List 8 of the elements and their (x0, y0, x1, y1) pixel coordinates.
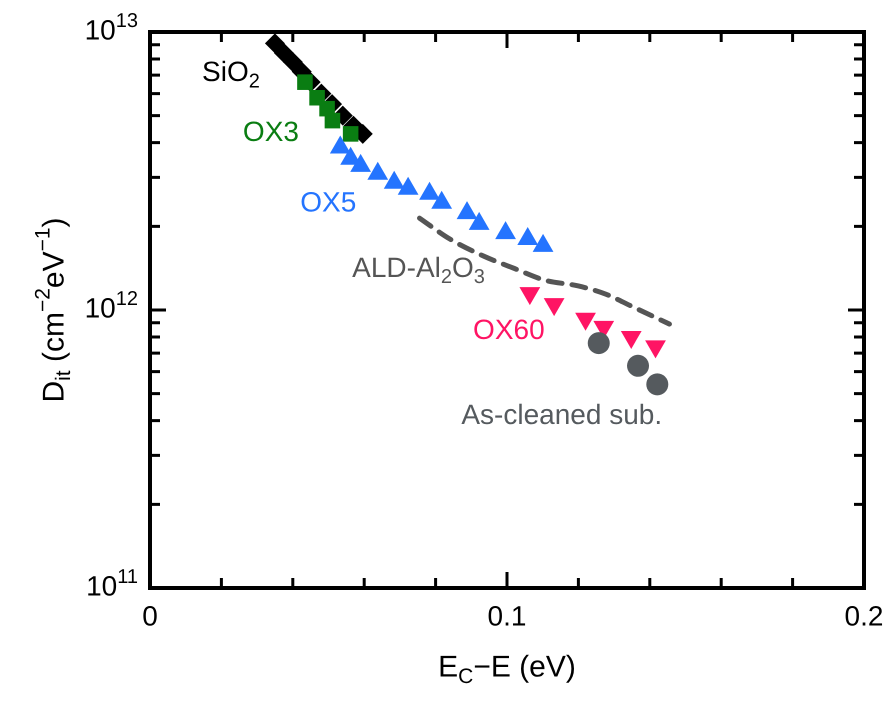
series-label: OX60 (473, 314, 545, 345)
series-label: As-cleaned sub. (461, 398, 662, 430)
x-tick-label: 0.1 (488, 600, 526, 632)
x-tick-label: 0 (142, 600, 158, 632)
series-label: OX5 (300, 186, 356, 218)
y-axis-title: Dit (cm−2eV−1) (31, 217, 75, 403)
series-label: OX3 (242, 116, 299, 147)
x-tick-label: 0.2 (844, 600, 884, 632)
